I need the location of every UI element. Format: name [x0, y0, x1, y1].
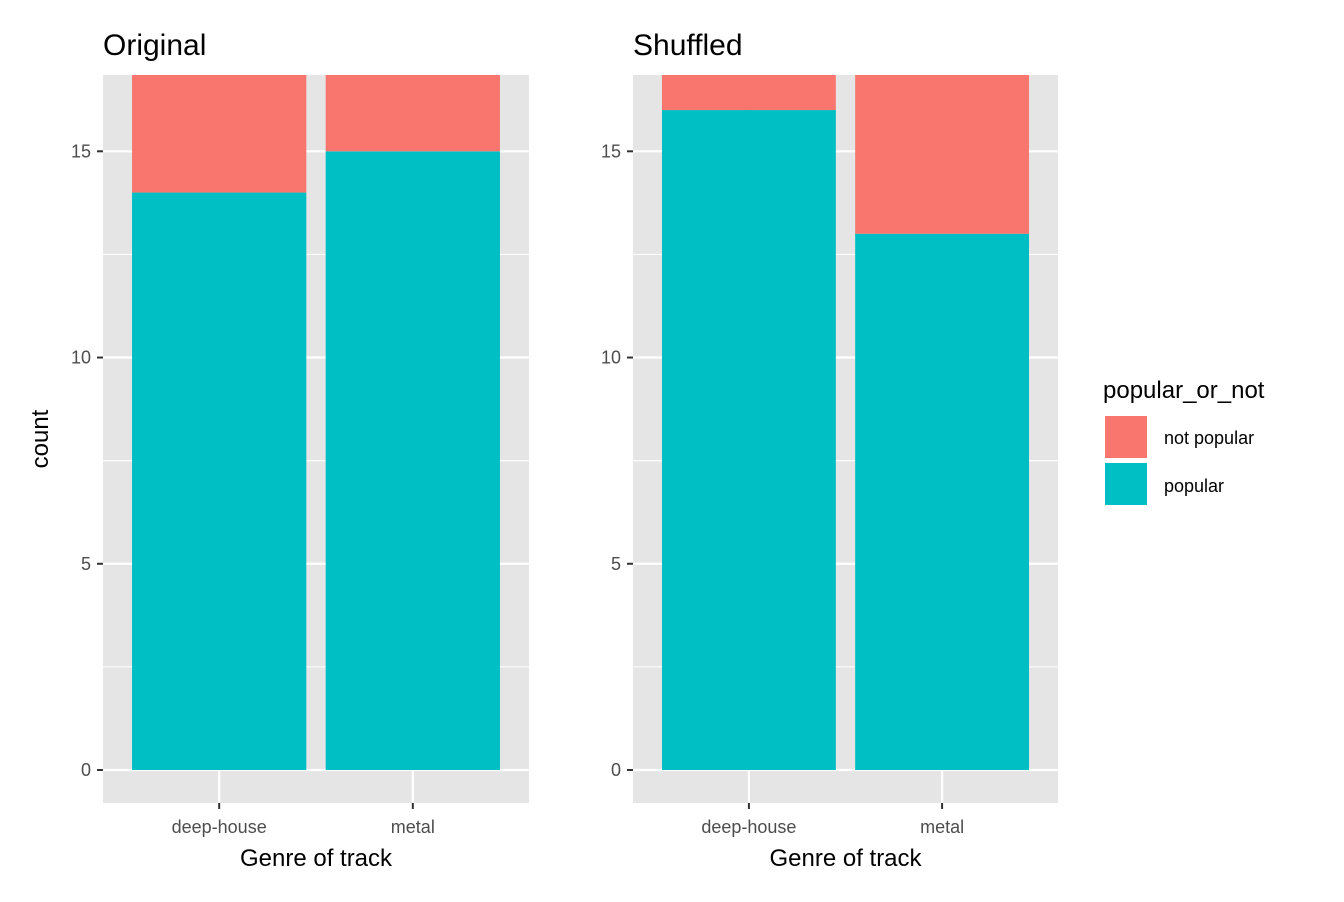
y-tick-label: 10: [71, 348, 91, 368]
bar-not-popular-metal: [325, 75, 500, 152]
bar-not-popular-deep-house: [661, 75, 836, 111]
y-axis-title: count: [27, 409, 54, 468]
y-tick-label: 5: [81, 554, 91, 574]
x-tick-label: metal: [920, 817, 964, 837]
legend: popular_or_not not popular popular: [1103, 377, 1265, 507]
y-tick-label: 15: [71, 141, 91, 161]
legend-key-popular: [1103, 461, 1149, 507]
panel-title: Shuffled: [633, 29, 743, 62]
panel-shuffled: 0 5 10 15 deep-house metal Shuffled Genre of tr…: [601, 29, 1058, 872]
panel-original: 0 5 10 15 deep-house metal Original Genre of tr…: [27, 29, 529, 872]
bar-popular-metal: [855, 233, 1030, 770]
bar-popular-deep-house: [661, 110, 836, 771]
x-tick-label: deep-house: [172, 817, 267, 837]
legend-label-not-popular: not popular: [1164, 428, 1254, 448]
legend-title: popular_or_not: [1103, 377, 1265, 404]
y-tick-label: 0: [81, 760, 91, 780]
bar-popular-deep-house: [132, 192, 307, 770]
panel-title: Original: [103, 29, 206, 62]
bar-popular-metal: [325, 151, 500, 770]
x-tick-label: metal: [391, 817, 435, 837]
x-tick-label: deep-house: [701, 817, 796, 837]
bar-not-popular-deep-house: [132, 75, 307, 193]
y-tick-label: 10: [601, 348, 621, 368]
bar-not-popular-metal: [855, 75, 1030, 234]
y-tick-label: 0: [611, 760, 621, 780]
x-axis-title: Genre of track: [769, 845, 922, 872]
y-tick-label: 5: [611, 554, 621, 574]
y-tick-label: 15: [601, 141, 621, 161]
legend-key-not-popular: [1103, 414, 1149, 460]
legend-label-popular: popular: [1164, 476, 1224, 496]
x-axis-title: Genre of track: [240, 845, 393, 872]
